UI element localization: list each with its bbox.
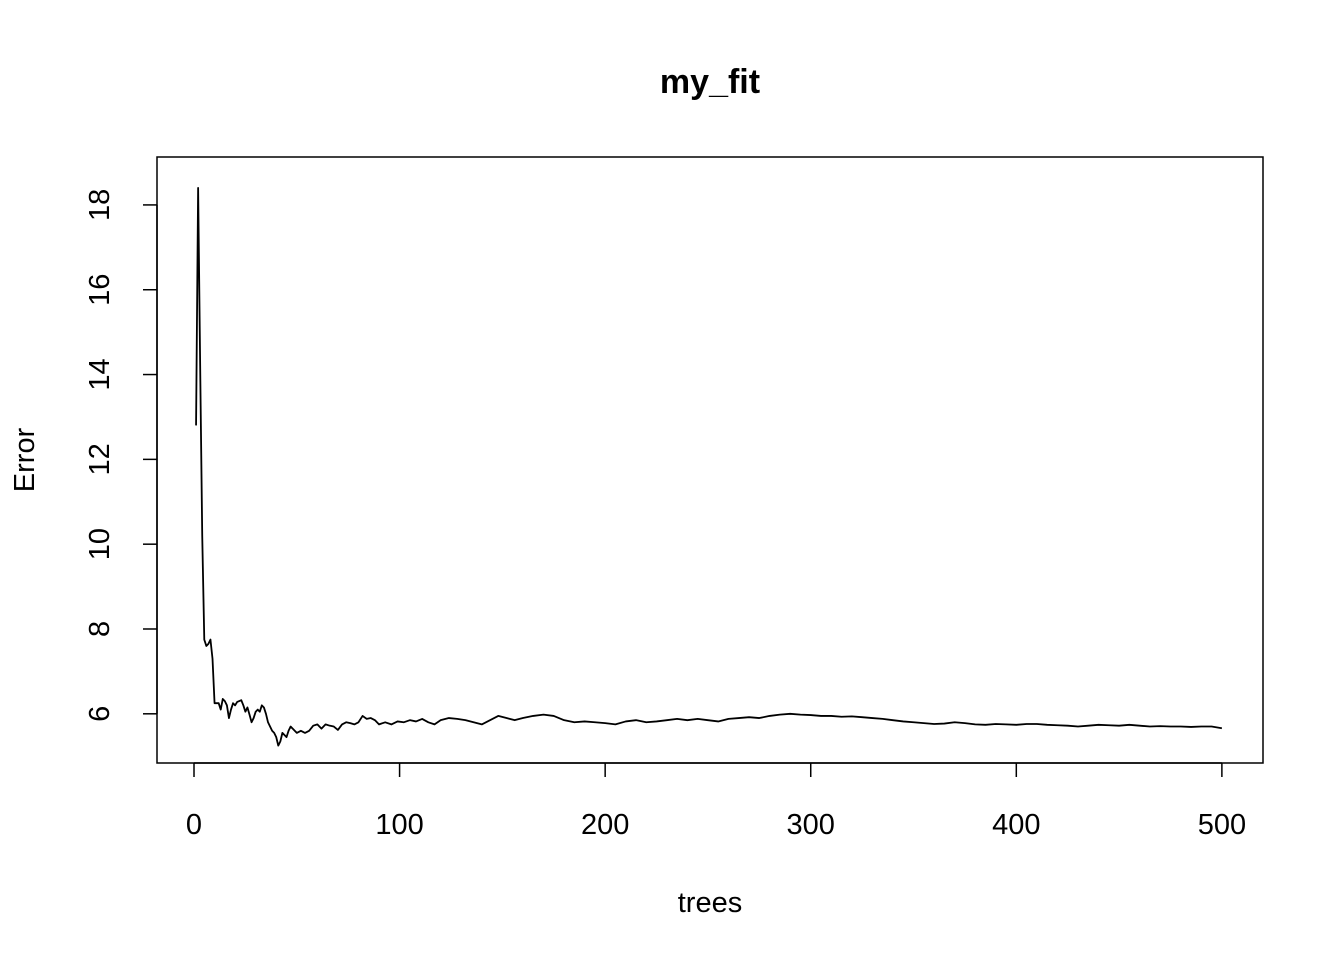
y-tick-label: 12 bbox=[84, 443, 116, 475]
x-tick-label: 300 bbox=[787, 809, 835, 841]
y-axis-label: Error bbox=[9, 427, 41, 492]
chart-title: my_fit bbox=[660, 63, 760, 101]
x-axis: 0 100 200 300 400 500 bbox=[186, 762, 1246, 841]
x-tick-label: 0 bbox=[186, 809, 202, 841]
y-tick-label: 8 bbox=[84, 621, 116, 637]
plot-area bbox=[195, 187, 1223, 747]
y-tick-label: 10 bbox=[84, 528, 116, 560]
y-tick-label: 14 bbox=[84, 358, 116, 390]
y-tick-label: 16 bbox=[84, 274, 116, 306]
series-line-0 bbox=[195, 187, 1223, 747]
x-axis-label: trees bbox=[678, 887, 742, 919]
x-tick-label: 400 bbox=[992, 809, 1040, 841]
plot-frame bbox=[156, 156, 1264, 764]
y-tick-label: 6 bbox=[84, 706, 116, 722]
y-axis: 6 8 10 12 14 16 18 bbox=[84, 189, 158, 722]
x-tick-label: 500 bbox=[1198, 809, 1246, 841]
x-tick-label: 200 bbox=[581, 809, 629, 841]
x-tick-label: 100 bbox=[375, 809, 423, 841]
y-tick-label: 18 bbox=[84, 189, 116, 221]
